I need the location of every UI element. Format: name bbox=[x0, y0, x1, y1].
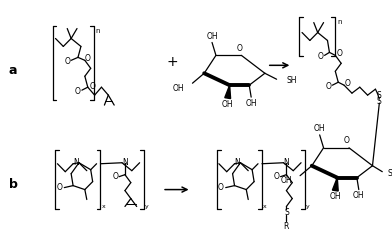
Text: O: O bbox=[75, 87, 81, 96]
Polygon shape bbox=[332, 178, 338, 191]
Text: O: O bbox=[218, 183, 224, 192]
Text: N: N bbox=[234, 158, 240, 167]
Text: N: N bbox=[73, 158, 79, 167]
Text: O: O bbox=[85, 54, 91, 63]
Text: O: O bbox=[344, 136, 350, 145]
Text: OH: OH bbox=[222, 99, 234, 109]
Text: OH: OH bbox=[245, 99, 257, 108]
Text: O: O bbox=[90, 82, 96, 91]
Text: O: O bbox=[325, 82, 331, 91]
Text: O: O bbox=[236, 44, 242, 53]
Text: OH: OH bbox=[173, 84, 185, 93]
Text: O: O bbox=[56, 183, 62, 192]
Text: OH: OH bbox=[330, 192, 341, 201]
Text: OH: OH bbox=[206, 32, 218, 41]
Text: OH: OH bbox=[353, 191, 365, 200]
Text: +: + bbox=[166, 55, 178, 69]
Text: O: O bbox=[64, 57, 70, 66]
Text: O: O bbox=[345, 79, 351, 88]
Text: S: S bbox=[284, 208, 289, 217]
Text: a: a bbox=[9, 64, 17, 77]
Text: N: N bbox=[283, 158, 289, 167]
Text: y: y bbox=[306, 204, 310, 209]
Text: n: n bbox=[95, 28, 100, 34]
Text: y: y bbox=[145, 204, 148, 209]
Text: OH: OH bbox=[314, 124, 325, 134]
Text: b: b bbox=[9, 178, 17, 191]
Text: R: R bbox=[284, 222, 289, 231]
Text: O: O bbox=[318, 52, 323, 61]
Text: O: O bbox=[112, 172, 118, 181]
Text: O: O bbox=[336, 49, 342, 58]
Text: N: N bbox=[122, 158, 128, 167]
Text: O: O bbox=[274, 172, 279, 181]
Text: n: n bbox=[337, 19, 341, 25]
Text: x: x bbox=[102, 204, 105, 209]
Polygon shape bbox=[225, 85, 230, 99]
Text: x: x bbox=[263, 204, 267, 209]
Text: SH: SH bbox=[287, 76, 297, 85]
Text: S: S bbox=[387, 169, 392, 178]
Text: OH: OH bbox=[281, 176, 292, 185]
Text: S: S bbox=[377, 91, 382, 100]
Text: S: S bbox=[377, 97, 382, 106]
